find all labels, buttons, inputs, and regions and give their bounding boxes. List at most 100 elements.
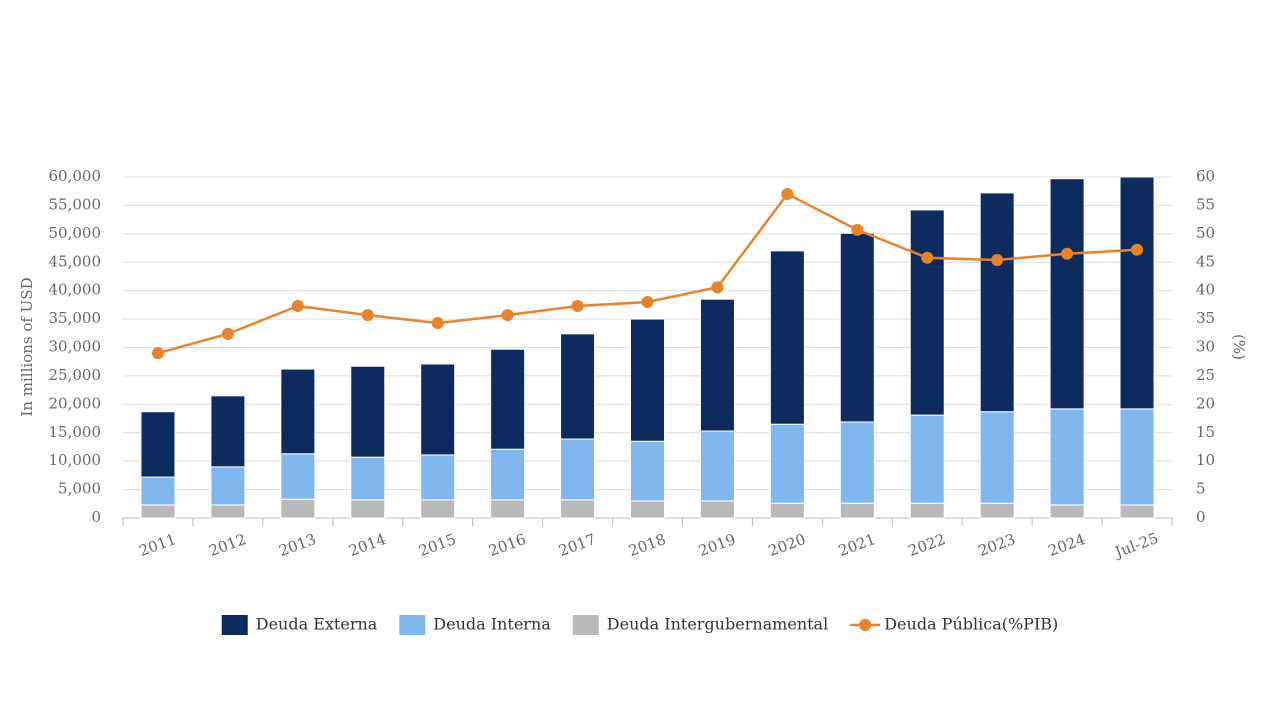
legend-label: Deuda Pública(%PIB) [884, 615, 1058, 634]
bar [769, 423, 805, 504]
y2-tick-label: 40 [1196, 281, 1215, 299]
bar [909, 414, 945, 504]
bar [210, 395, 246, 468]
bar [909, 209, 945, 416]
y2-tick-label: 30 [1196, 338, 1215, 356]
legend-label: Deuda Interna [433, 615, 551, 634]
bar [699, 298, 735, 432]
bar [420, 363, 456, 456]
bar [350, 365, 386, 458]
bar [1049, 178, 1085, 410]
x-tick-label: 2017 [556, 530, 598, 560]
x-tick-label: Jul-25 [1111, 529, 1161, 562]
point [431, 317, 444, 330]
point [501, 309, 514, 322]
bar [560, 438, 596, 501]
point [1131, 243, 1144, 256]
point [991, 253, 1004, 266]
y-tick-label: 30,000 [49, 338, 102, 356]
y-tick-label: 35,000 [49, 309, 102, 327]
bar [630, 440, 665, 502]
point [151, 347, 164, 360]
x-tick-label: 2021 [836, 530, 878, 560]
y-tick-label: 45,000 [49, 252, 102, 270]
x-tick-label: 2011 [137, 530, 179, 560]
y2-tick-label: 35 [1196, 309, 1215, 327]
bar [210, 504, 246, 519]
bar [280, 453, 316, 500]
bar [420, 454, 456, 501]
bar [769, 250, 805, 425]
bar [769, 502, 805, 519]
y-tick-label: 25,000 [49, 366, 102, 384]
bar [490, 499, 526, 519]
legend-swatch [399, 615, 426, 635]
bar [280, 498, 316, 519]
bar [1049, 504, 1085, 519]
y2-tick-label: 20 [1196, 394, 1215, 412]
y-tick-label: 20,000 [49, 394, 102, 412]
bar [1119, 408, 1155, 506]
bar [630, 318, 665, 442]
bar [140, 504, 176, 519]
x-tick-label: 2020 [766, 530, 808, 560]
y2-axis-title: (%) [1230, 334, 1248, 360]
y-tick-label: 10,000 [49, 451, 102, 469]
x-tick-label: 2019 [696, 530, 738, 560]
bar [979, 411, 1015, 504]
x-tick-label: 2012 [207, 530, 249, 560]
point [781, 188, 794, 201]
bar [839, 421, 875, 504]
bar [490, 448, 526, 501]
bar [630, 500, 665, 519]
point [641, 296, 654, 309]
legend-swatch [572, 615, 599, 635]
x-tick-label: 2022 [906, 530, 948, 560]
y-tick-label: 5,000 [58, 480, 101, 498]
y2-tick-label: 25 [1196, 366, 1215, 384]
bar [1119, 176, 1155, 410]
bar [560, 333, 596, 440]
x-tick-label: 2024 [1046, 530, 1088, 560]
bar [140, 411, 176, 478]
x-tick-label: 2023 [976, 530, 1018, 560]
bar [699, 500, 735, 519]
y-tick-label: 15,000 [49, 423, 102, 441]
y2-tick-label: 45 [1196, 252, 1215, 270]
y2-tick-label: 10 [1196, 451, 1215, 469]
y-axis-title: In millions of USD [18, 277, 36, 416]
y2-tick-label: 60 [1196, 167, 1215, 185]
y-tick-label: 50,000 [49, 224, 102, 242]
legend: Deuda Externa Deuda Interna Deuda Intergub… [221, 615, 1058, 635]
x-tick-label: 2013 [276, 530, 318, 560]
legend-swatch [221, 615, 248, 635]
point [571, 300, 584, 313]
x-tick-label: 2015 [416, 530, 458, 560]
y-tick-label: 55,000 [49, 195, 102, 213]
y2-tick-label: 5 [1196, 480, 1206, 498]
bar [140, 476, 176, 506]
bar [839, 232, 875, 423]
bar [909, 502, 945, 519]
x-tick-label: 2016 [486, 530, 528, 560]
point [221, 327, 234, 340]
y-tick-label: 0 [91, 508, 101, 526]
bar [1049, 408, 1085, 506]
legend-marker [859, 619, 872, 631]
bar [350, 499, 386, 519]
bar [420, 499, 456, 519]
y2-tick-label: 55 [1196, 195, 1215, 213]
y2-tick-label: 0 [1196, 508, 1206, 526]
bar [979, 502, 1015, 519]
y-tick-label: 40,000 [49, 281, 102, 299]
y2-tick-label: 50 [1196, 224, 1215, 242]
bar [280, 368, 316, 455]
x-tick-label: 2014 [346, 530, 388, 560]
legend-label: Deuda Externa [256, 615, 378, 634]
point [361, 309, 374, 322]
point [851, 223, 864, 236]
bar [699, 430, 735, 502]
bar [979, 192, 1015, 413]
y-tick-label: 60,000 [49, 167, 102, 185]
